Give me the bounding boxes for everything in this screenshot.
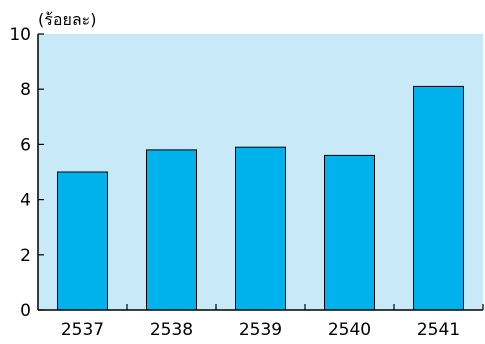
y-tick-label: 4: [20, 191, 31, 211]
axes-group: [37, 34, 483, 311]
y-tick-label: 2: [20, 246, 31, 266]
y-tick-label: 0: [20, 301, 31, 321]
y-tick-label: 6: [20, 135, 31, 155]
bar-2541: [413, 85, 464, 311]
x-tick-label-2540: 2540: [328, 320, 371, 340]
bar-2538: [146, 149, 197, 311]
x-ticks-group: 2537 2538 2539 2540 2541: [61, 304, 484, 340]
x-tick-label-2537: 2537: [61, 320, 104, 340]
y-tick-label: 10: [9, 25, 31, 45]
bar-2539: [235, 146, 286, 311]
y-tick-label: 8: [20, 80, 31, 100]
x-tick-label-2539: 2539: [239, 320, 282, 340]
x-tick-label-2538: 2538: [150, 320, 193, 340]
y-axis-unit-label: (ร้อยละ): [38, 10, 96, 29]
bars-group: [57, 85, 464, 311]
bar-2540: [324, 154, 375, 311]
x-tick-label-2541: 2541: [417, 320, 460, 340]
y-ticks-group: 0 2 4 6 8 10: [9, 25, 44, 321]
bar-2537: [57, 171, 108, 311]
